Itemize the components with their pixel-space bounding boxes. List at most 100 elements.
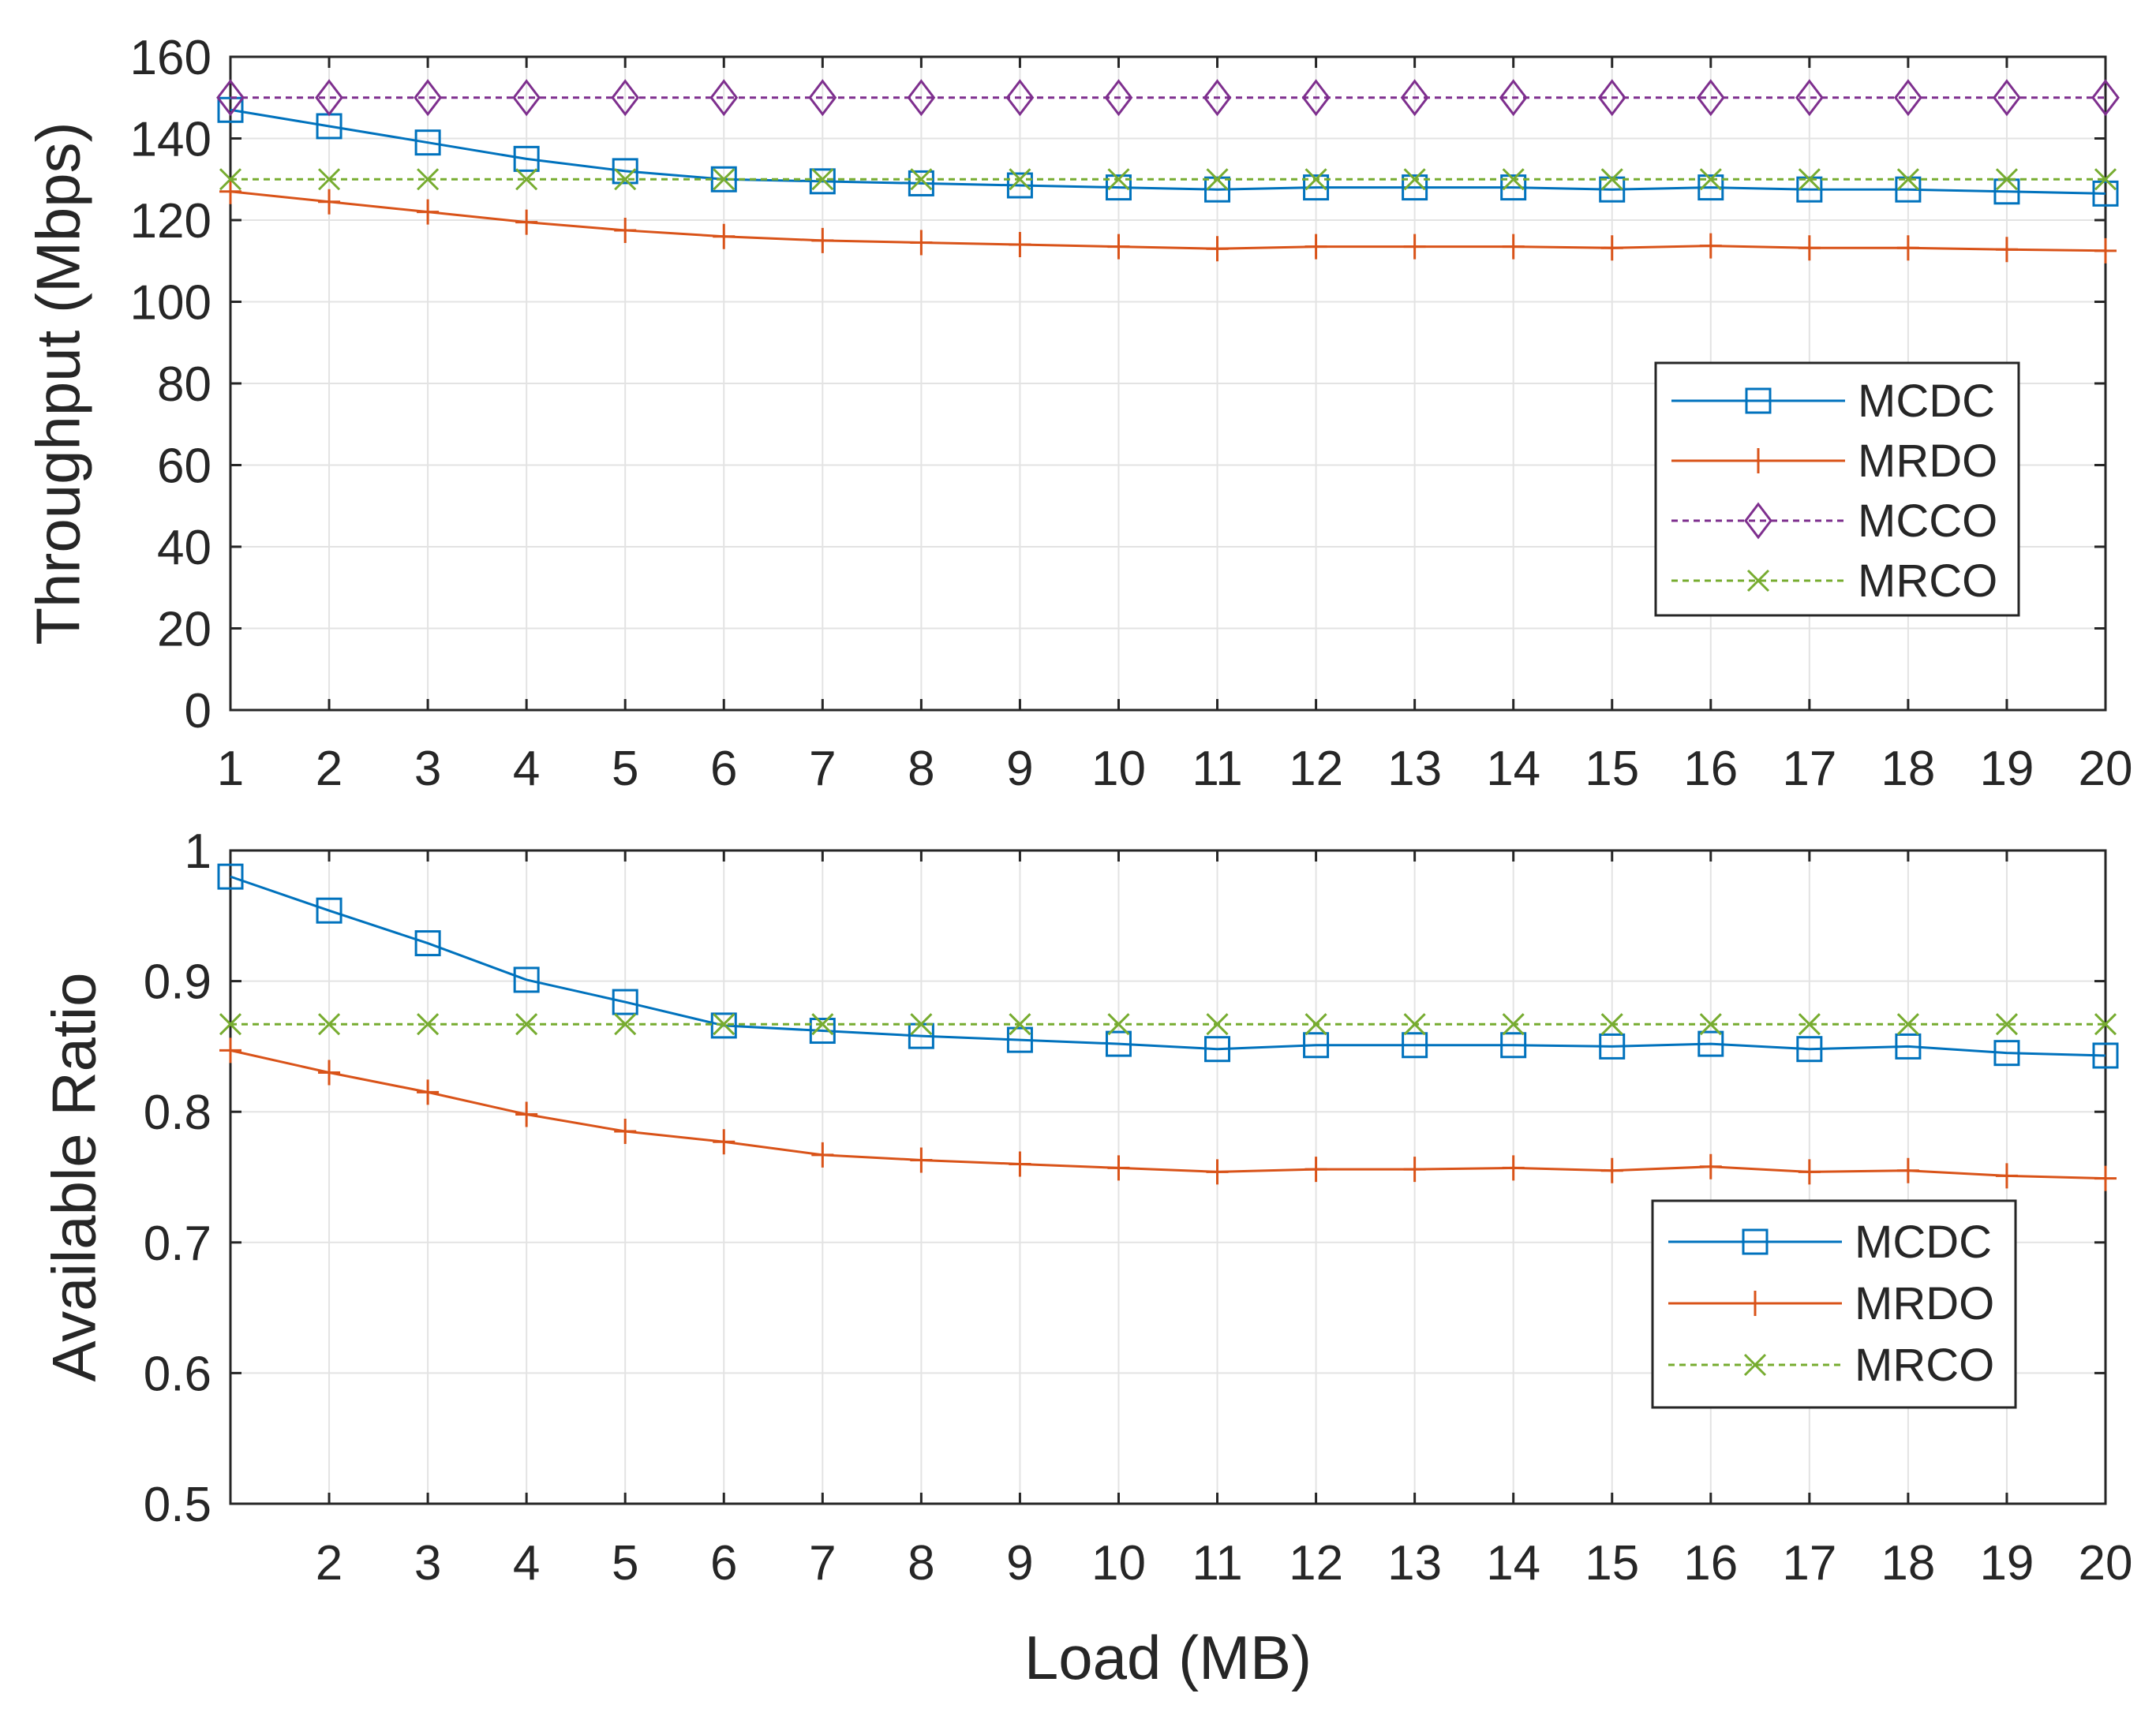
y-tick-label: 160 — [130, 31, 211, 85]
data-point-mcdc — [1303, 174, 1330, 201]
data-point-mcdc — [1006, 172, 1033, 199]
data-point-mrdo — [1206, 236, 1229, 262]
x-tick-label: 14 — [1486, 1536, 1540, 1591]
data-point-mcco — [2091, 79, 2120, 117]
data-point-mrdo — [417, 1079, 440, 1105]
legend-marker-mcco — [1744, 502, 1772, 540]
x-tick-label: 15 — [1585, 1536, 1639, 1591]
data-point-mcco — [1597, 79, 1626, 117]
data-point-mrco — [2094, 168, 2117, 191]
data-point-mrco — [1009, 1013, 1031, 1036]
throughput-series — [216, 79, 2120, 264]
x-tick-label: 18 — [1881, 742, 1935, 796]
data-point-mrdo — [811, 1142, 834, 1168]
data-point-mrdo — [614, 217, 637, 243]
data-point-mrco — [910, 1013, 933, 1036]
data-point-mrdo — [219, 178, 241, 204]
data-point-mrdo — [1995, 1163, 2018, 1189]
x-tick-label: 7 — [809, 742, 836, 796]
data-point-mrco — [1600, 168, 1623, 191]
data-point-mcco — [1499, 79, 1528, 117]
data-point-mcdc — [1697, 174, 1724, 201]
data-point-mrco — [614, 1013, 637, 1036]
data-point-mrdo — [515, 1101, 538, 1127]
data-point-mrdo — [1896, 235, 1919, 261]
data-point-mrdo — [1403, 1157, 1426, 1183]
legend-label: MRCO — [1855, 1340, 1994, 1391]
x-tick-label: 6 — [710, 1536, 737, 1591]
data-point-mrco — [713, 168, 736, 191]
data-point-mcdc — [1500, 1032, 1527, 1059]
data-point-mcdc — [1895, 1033, 1922, 1060]
legend-label: MRDO — [1855, 1278, 1994, 1329]
data-point-mrco — [1206, 168, 1229, 191]
data-point-mcco — [216, 79, 245, 117]
data-point-mcdc — [513, 145, 540, 172]
y-tick-label: 0.5 — [144, 1478, 211, 1532]
data-point-mrco — [317, 1013, 341, 1036]
data-point-mrdo — [1107, 1155, 1130, 1181]
throughput-y-ticks: 0 20 40 60 80 100 120 140 160 — [130, 31, 2105, 738]
data-point-mcdc — [1006, 1026, 1033, 1053]
legend-label: MRCO — [1858, 555, 1997, 607]
x-tick-label: 10 — [1091, 1536, 1146, 1591]
data-point-mcco — [1696, 79, 1725, 117]
data-point-mcdc — [2092, 1042, 2119, 1069]
legend-label: MCDC — [1858, 376, 1995, 427]
data-point-mrdo — [318, 1060, 341, 1086]
x-tick-label: 2 — [316, 1536, 342, 1591]
throughput-chart: 1 2 3 4 5 6 7 8 9 10 11 12 13 14 15 16 17 18 19 20 02040608… — [24, 31, 2133, 796]
legend-label: MRDO — [1858, 435, 1997, 487]
x-tick-label: 13 — [1387, 742, 1442, 796]
data-point-mcco — [1203, 79, 1232, 117]
data-point-mrdo — [219, 1037, 241, 1063]
data-point-mcco — [1104, 79, 1133, 117]
legend-marker-mrco — [1746, 569, 1770, 592]
ratio-x-ticks: 2 3 4 5 6 7 8 9 10 11 12 13 14 15 16 17 18 19 20 — [316, 850, 2133, 1591]
data-point-mrdo — [1699, 233, 1722, 259]
data-point-mcdc — [1303, 1032, 1330, 1059]
data-point-mrco — [515, 168, 538, 191]
data-point-mcdc — [1204, 1036, 1231, 1063]
data-point-mrdo — [910, 1147, 933, 1173]
data-point-mrco — [1896, 1013, 1919, 1036]
data-point-mcdc — [1105, 174, 1132, 201]
legend-label: MCCO — [1858, 495, 1997, 547]
data-point-mcdc — [710, 1012, 737, 1039]
ratio-y-ticks: 0.5 0.6 0.7 0.8 0.9 1 — [144, 824, 2105, 1532]
data-point-mrco — [1206, 1013, 1229, 1036]
series-line-mcdc — [230, 875, 2106, 1057]
data-point-mcdc — [908, 170, 934, 196]
data-point-mrdo — [1009, 1151, 1031, 1177]
data-point-mrco — [515, 1013, 538, 1036]
data-point-mcdc — [2092, 180, 2119, 207]
data-point-mrco — [811, 168, 834, 191]
data-point-mcdc — [612, 989, 638, 1015]
ratio-legend: MCDC MRDO MRCO — [1651, 1199, 2017, 1409]
ratio-series — [217, 863, 2119, 1191]
data-point-mcco — [1301, 79, 1331, 117]
y-tick-label: 40 — [157, 521, 211, 575]
x-tick-label: 8 — [908, 1536, 934, 1591]
x-tick-label: 8 — [908, 742, 934, 796]
x-tick-label: 12 — [1289, 1536, 1343, 1591]
legend-item-mcdc: MCDC — [1668, 1217, 1992, 1268]
series-line-mrdo — [230, 1049, 2106, 1180]
x-tick-label: 20 — [2079, 1536, 2133, 1591]
data-point-mrco — [219, 1013, 242, 1036]
x-tick-label: 2 — [316, 742, 342, 796]
data-point-mcdc — [1105, 1030, 1132, 1057]
data-point-mrco — [1304, 1013, 1327, 1036]
data-point-mrdo — [713, 223, 736, 249]
x-tick-label: 4 — [513, 1536, 540, 1591]
data-point-mrco — [910, 168, 933, 191]
x-axis-title: Load (MB) — [1024, 1623, 1312, 1692]
y-tick-label: 0.6 — [144, 1347, 211, 1401]
data-point-mcdc — [710, 166, 737, 193]
data-point-mrco — [1798, 168, 1821, 191]
legend-marker-mrco — [1743, 1353, 1767, 1377]
x-tick-label: 15 — [1585, 742, 1639, 796]
data-point-mcdc — [1796, 1036, 1823, 1063]
x-tick-label: 1 — [217, 742, 244, 796]
legend-item-mrco: MRCO — [1668, 1340, 1994, 1391]
